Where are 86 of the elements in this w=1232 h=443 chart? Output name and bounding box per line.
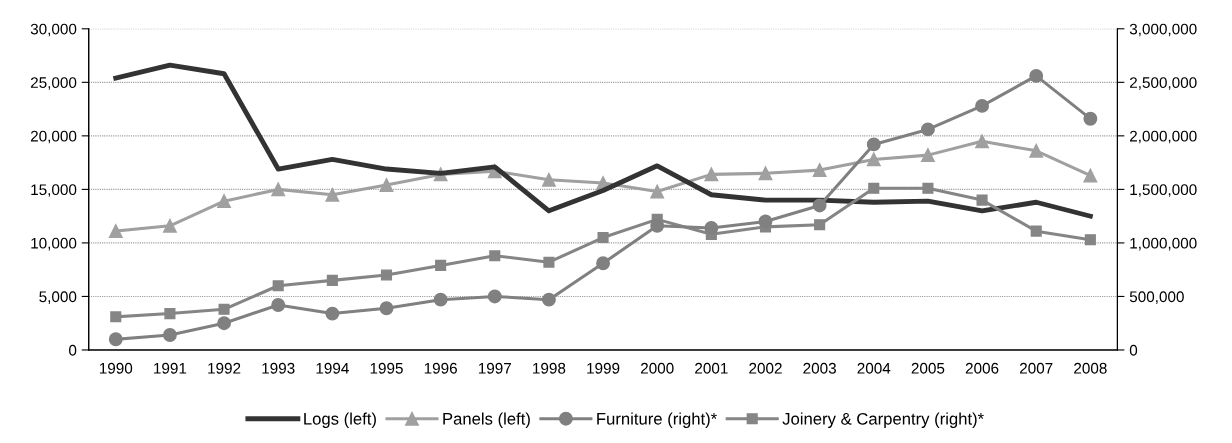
x-tick-label: 1991 xyxy=(154,362,187,374)
point xyxy=(975,98,990,113)
point xyxy=(108,224,123,239)
point xyxy=(217,316,232,331)
point xyxy=(866,152,881,167)
point xyxy=(272,280,284,292)
x-tick-label: 1997 xyxy=(478,362,512,374)
x-tick-label: 1999 xyxy=(587,362,620,374)
point xyxy=(814,219,826,231)
point xyxy=(325,187,340,202)
x-tick-label: 1995 xyxy=(370,362,403,374)
point xyxy=(217,194,232,209)
point xyxy=(380,269,393,281)
x-tick-label: 2005 xyxy=(911,362,945,374)
point xyxy=(920,148,935,163)
x-tick-label: 2008 xyxy=(1074,362,1107,374)
point xyxy=(868,182,880,194)
point xyxy=(1084,234,1096,246)
y-tick-label: 15,000 xyxy=(31,184,77,197)
point xyxy=(271,182,286,197)
point xyxy=(543,256,555,268)
point xyxy=(162,218,177,233)
x-tick-label: 1998 xyxy=(533,362,566,374)
point xyxy=(758,166,773,181)
y2-tick-label: 500,000 xyxy=(1129,291,1184,304)
point xyxy=(326,274,338,286)
point xyxy=(379,301,394,316)
y2-tick-label: 0 xyxy=(1129,344,1138,356)
point xyxy=(218,303,230,315)
point xyxy=(162,328,177,342)
y-tick-label: 5,000 xyxy=(39,291,77,304)
point xyxy=(922,182,934,194)
point xyxy=(108,332,123,347)
point xyxy=(435,259,447,271)
point xyxy=(489,250,501,262)
x-tick-label: 1990 xyxy=(99,362,133,374)
x-tick-label: 1992 xyxy=(208,362,241,374)
point xyxy=(1029,143,1044,158)
point xyxy=(1029,68,1044,83)
point xyxy=(541,292,556,307)
point xyxy=(596,256,611,271)
x-tick-label: 2007 xyxy=(1019,362,1053,374)
point xyxy=(1030,225,1042,237)
point xyxy=(866,137,881,152)
x-tick-label: 2001 xyxy=(695,362,728,374)
legend-label: Panels (left) xyxy=(443,412,530,428)
point xyxy=(433,292,448,307)
y2-tick-label: 3,000,000 xyxy=(1129,23,1197,37)
point xyxy=(164,308,176,320)
x-tick-label: 2000 xyxy=(640,362,674,374)
y-tick-label: 30,000 xyxy=(30,23,77,37)
x-tick-label: 2004 xyxy=(857,362,891,374)
point xyxy=(976,194,988,206)
point xyxy=(271,298,286,312)
x-tick-label: 1994 xyxy=(316,362,349,374)
y-tick-label: 20,000 xyxy=(30,130,77,144)
y-tick-label: 0 xyxy=(69,344,77,356)
legend-label: Logs (left) xyxy=(304,412,376,428)
point xyxy=(541,172,556,187)
point xyxy=(650,184,665,199)
x-tick-label: 1993 xyxy=(262,362,295,374)
y-tick-label: 25,000 xyxy=(30,77,77,90)
legend-label: Joinery & Carpentry (right)* xyxy=(782,412,984,428)
point xyxy=(812,163,827,178)
legend-label: Furniture (right)* xyxy=(597,412,717,428)
line-series xyxy=(113,62,1093,219)
y2-tick-label: 2,000,000 xyxy=(1130,130,1197,144)
point xyxy=(110,311,122,323)
point xyxy=(597,232,609,244)
x-tick-label: 2003 xyxy=(803,362,836,374)
point xyxy=(325,306,340,321)
point xyxy=(1083,111,1098,126)
point xyxy=(975,134,990,149)
x-tick-label: 1996 xyxy=(424,362,457,374)
point xyxy=(920,122,935,137)
point xyxy=(487,289,502,304)
y2-tick-label: 1,500,000 xyxy=(1130,184,1197,197)
y-tick-label: 10,000 xyxy=(31,237,77,251)
y2-tick-label: 1,000,000 xyxy=(1130,237,1197,251)
point xyxy=(379,178,394,193)
point xyxy=(1083,168,1098,183)
y2-tick-label: 2,500,000 xyxy=(1130,77,1197,90)
x-tick-label: 2006 xyxy=(965,362,999,374)
point xyxy=(704,167,719,182)
point xyxy=(812,198,827,213)
x-tick-label: 2002 xyxy=(749,362,782,374)
